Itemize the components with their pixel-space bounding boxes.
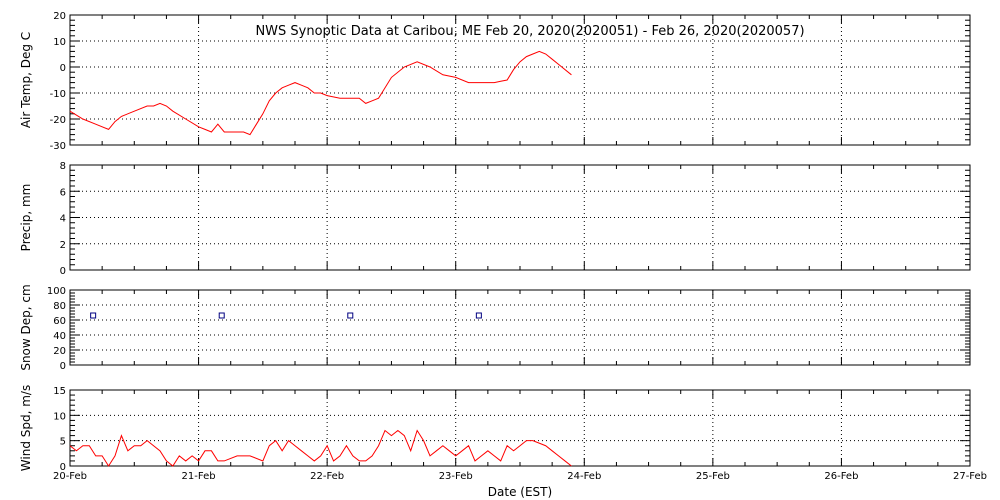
y-tick-label: -30 [50,141,66,152]
x-tick-label: 25-Feb [696,471,730,482]
x-axis: 20-Feb 21-Feb 22-Feb 23-Feb 24-Feb 25-Feb 26-F… [53,471,987,482]
x-tick-label: 24-Feb [567,471,601,482]
y-tick-label: 0 [60,63,66,74]
y-tick-label: 20 [53,11,66,22]
panel-frame [69,289,971,366]
data-point [475,312,482,319]
panel-frame [69,164,971,271]
y-tick-label: 10 [53,37,66,48]
panel-frame [69,14,971,146]
panel-4: 0 5 10 15 Wind Spd, m/s [19,385,971,473]
chart-title: NWS Synoptic Data at Caribou, ME Feb 20,… [255,24,804,39]
y-tick-label: 0 [60,462,66,473]
data-point [347,312,354,319]
y-tick-label: -20 [50,115,66,126]
y-tick-label: 40 [53,331,66,342]
y-tick-label: 8 [60,161,66,172]
y-tick-label: 6 [60,187,66,198]
y-axis-label: Precip, mm [19,184,33,252]
panel-3: 0 20 40 60 80 100 Snow Dep, cm [19,284,971,372]
y-tick-label: 10 [53,411,66,422]
y-tick-label: -10 [50,89,66,100]
y-tick-label: 100 [47,286,66,297]
chart-panels: -30 -20 -10 0 10 20 Air Temp, Deg C 0 2 4 6 8 Precip… [19,11,987,482]
x-tick-label: 27-Feb [953,471,987,482]
y-tick-label: 80 [53,301,66,312]
x-tick-label: 26-Feb [824,471,858,482]
y-axis-label: Snow Dep, cm [19,284,33,370]
y-tick-label: 5 [60,437,66,448]
y-tick-label: 60 [53,316,66,327]
data-point [90,312,97,319]
data-point [218,312,225,319]
panel-1: -30 -20 -10 0 10 20 Air Temp, Deg C [19,11,971,152]
y-tick-label: 4 [60,214,66,225]
y-tick-label: 2 [60,240,66,251]
y-axis-label: Wind Spd, m/s [19,385,33,471]
y-tick-label: 20 [53,346,66,357]
x-tick-label: 23-Feb [439,471,473,482]
y-tick-label: 0 [60,266,66,277]
panel-frame [69,389,971,467]
x-tick-label: 20-Feb [53,471,87,482]
panel-2: 0 2 4 6 8 Precip, mm [19,161,971,277]
y-axis-label: Air Temp, Deg C [19,32,33,128]
x-tick-label: 21-Feb [182,471,216,482]
y-tick-label: 0 [60,361,66,372]
series-line [69,50,572,136]
x-axis-label: Date (EST) [488,485,552,499]
x-tick-label: 22-Feb [310,471,344,482]
series-line [69,429,572,467]
y-tick-label: 15 [53,386,66,397]
